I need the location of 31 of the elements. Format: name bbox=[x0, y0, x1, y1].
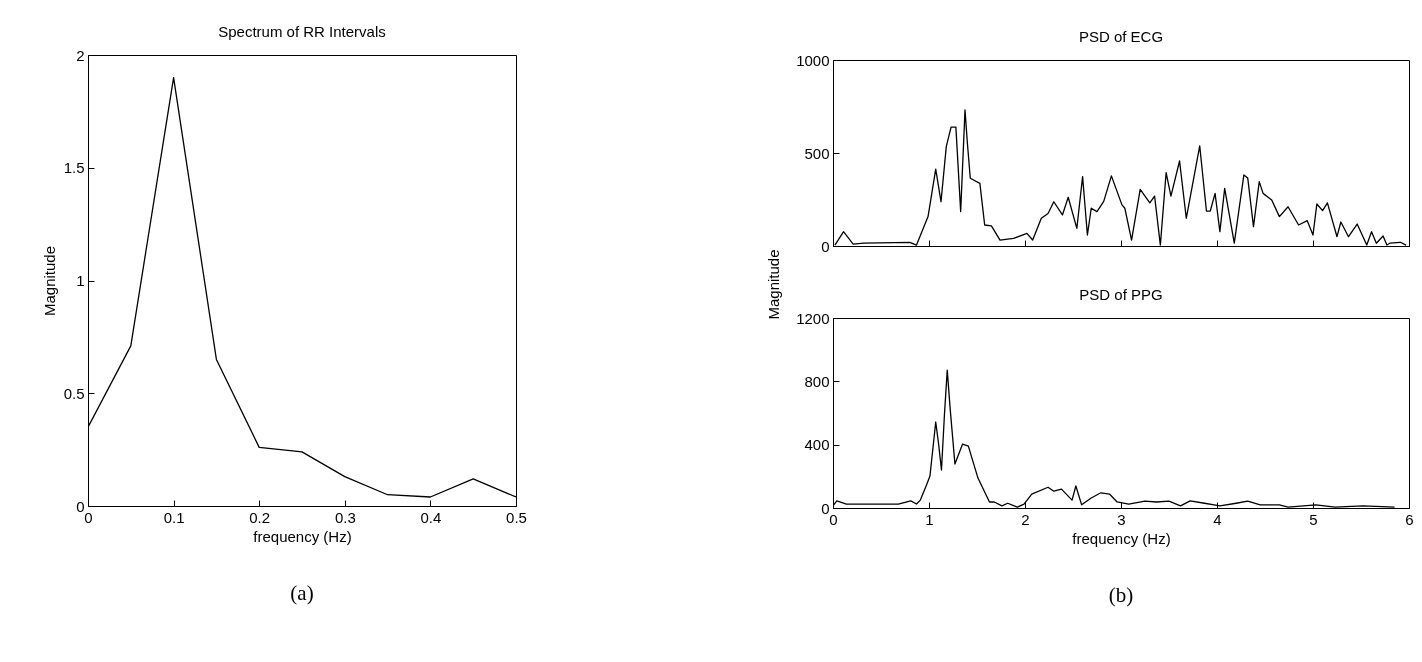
x-tick-label: 0.2 bbox=[249, 508, 271, 526]
x-axis-title: frequency (Hz) bbox=[253, 527, 352, 545]
x-tick-label: 0.4 bbox=[420, 508, 442, 526]
y-tick-label: 500 bbox=[804, 144, 830, 162]
y-tick-label: 0 bbox=[76, 497, 85, 515]
x-tick-label: 0.3 bbox=[334, 508, 356, 526]
y-tick-label: 1.5 bbox=[63, 159, 85, 177]
text: (a) bbox=[289, 581, 315, 606]
x-tick-label: 1 bbox=[925, 510, 934, 528]
x-axis-title: frequency (Hz) bbox=[1072, 529, 1171, 547]
y-axis-title: Magnitude bbox=[40, 245, 58, 317]
chart-title: PSD of PPG bbox=[1079, 286, 1163, 303]
y-tick-label: 1200 bbox=[796, 309, 830, 327]
y-tick-label: 0 bbox=[821, 237, 830, 255]
y-tick-label: 2 bbox=[76, 46, 85, 64]
x-tick-label: 6 bbox=[1405, 510, 1414, 528]
y-tick-label: 0.5 bbox=[63, 384, 85, 402]
y-tick-label: 400 bbox=[804, 436, 830, 454]
x-tick-label: 3 bbox=[1117, 510, 1126, 528]
chart-title: PSD of ECG bbox=[1078, 28, 1164, 45]
x-tick-label: 5 bbox=[1309, 510, 1318, 528]
y-tick-label: 1 bbox=[76, 272, 85, 289]
y-tick-label: 800 bbox=[804, 372, 830, 390]
x-tick-label: 0.5 bbox=[506, 508, 527, 526]
y-tick-label: 1000 bbox=[796, 51, 830, 69]
chart-title: Spectrum of RR Intervals bbox=[218, 23, 386, 40]
y-axis-title: Magnitude bbox=[764, 249, 782, 320]
x-tick-label: 2 bbox=[1021, 510, 1030, 528]
x-tick-label: 4 bbox=[1213, 510, 1222, 528]
text: (b) bbox=[1107, 583, 1135, 608]
x-tick-label: 0.1 bbox=[163, 508, 185, 526]
